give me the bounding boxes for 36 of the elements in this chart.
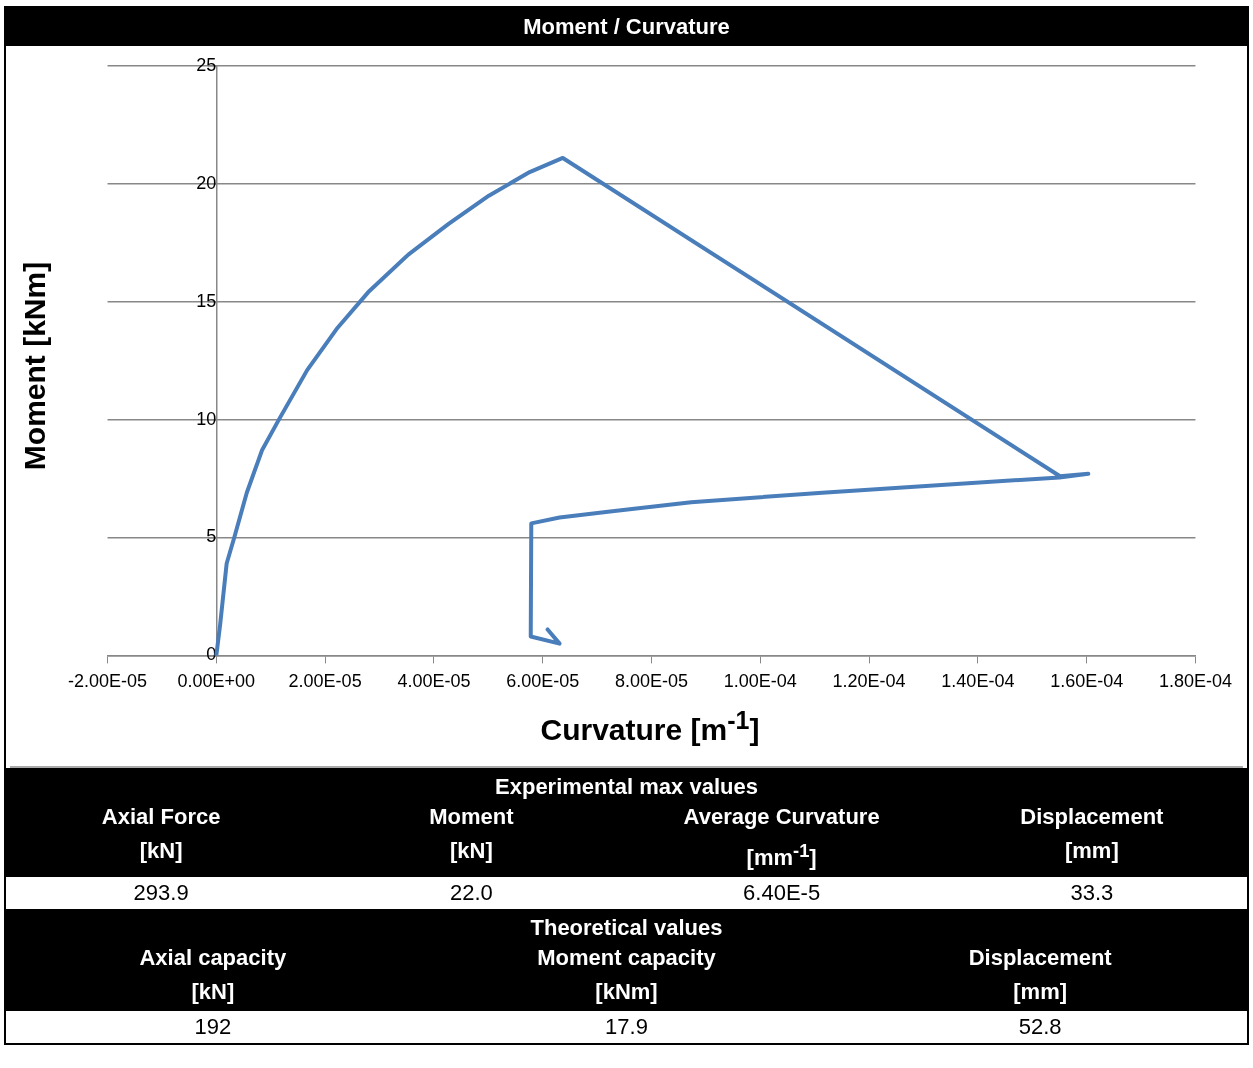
text: 192 [193,1013,233,1042]
text: Theoretical values [529,914,724,942]
text: 17.9 [604,1013,649,1042]
text: Displacement [mm] [1019,803,1165,865]
x-tick-label: 1.40E-04 [941,671,1015,692]
text: Moment capacity [kNm] [536,944,717,1007]
x-axis-title: Curvature [m$^{-1}$] [539,706,761,748]
text: 22.0 [448,879,494,908]
y-tick-label: 25 [196,54,217,75]
text: 293.9 [132,879,190,908]
text: Moment [kN] [428,803,515,865]
x-tick-label: 1.20E-04 [832,671,906,692]
text: Displacement [mm] [967,944,1113,1007]
text: 52.8 [1017,1013,1063,1042]
x-tick-label: 1.60E-04 [1050,671,1124,692]
x-tick-label: 1.80E-04 [1158,671,1232,692]
x-tick-label: -2.00E-05 [67,671,148,692]
text: Axial capacity [kN] [138,944,288,1007]
text: Axial Force [kN] [100,803,222,865]
x-tick-label: 4.00E-05 [397,671,471,692]
x-tick-label: 8.00E-05 [614,671,689,692]
y-tick-label: 20 [196,172,217,193]
y-tick-label: 5 [206,526,217,547]
y-tick-label: 15 [196,290,217,311]
y-axis-title: Moment [kNm] [18,261,52,471]
x-tick-label: 1.00E-04 [723,671,797,692]
text: 33.3 [1069,879,1115,908]
x-tick-label: 6.00E-05 [506,671,580,692]
text: Experimental max values [494,773,759,800]
chart-title: Moment / Curvature [6,8,1247,46]
x-tick-label: 2.00E-05 [288,671,362,692]
y-tick-label: 10 [196,408,217,429]
text: Average Curvature [mm$^{-1}$] [682,803,881,873]
y-tick-label: 0 [206,644,217,665]
text: 6.40E-5 [742,879,822,908]
x-tick-label: 0.00E+00 [177,671,256,692]
